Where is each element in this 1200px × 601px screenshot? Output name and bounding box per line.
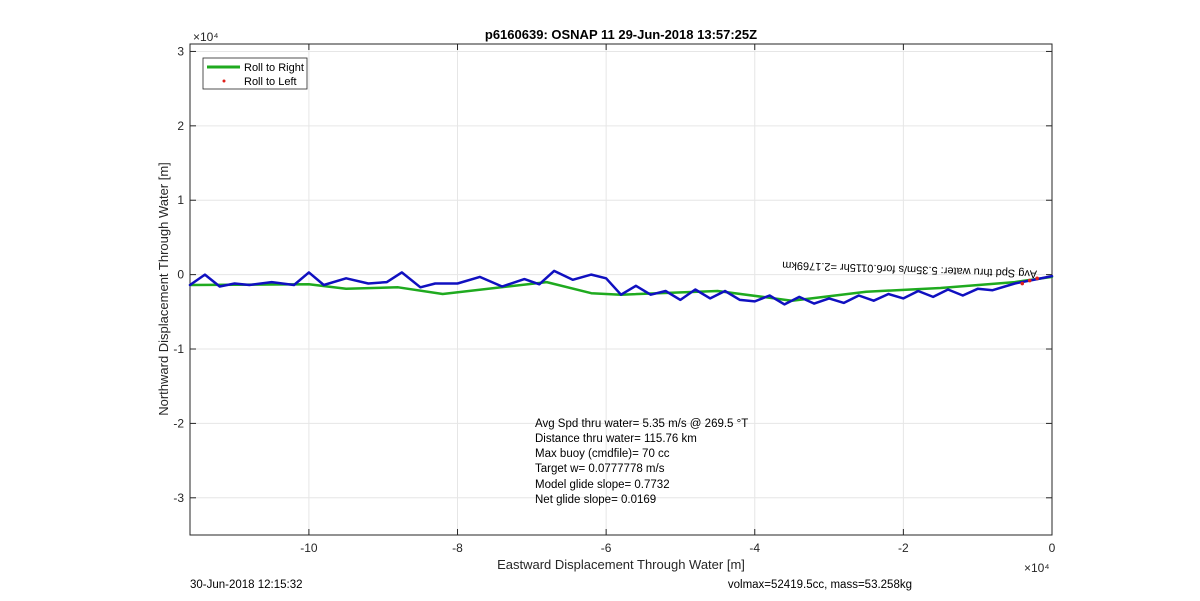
stat-target-w: Target w= 0.0777778 m/s xyxy=(535,463,665,475)
y-tick-label: 3 xyxy=(177,44,184,58)
series-track xyxy=(188,269,1054,306)
footer-volmax-mass: volmax=52419.5cc, mass=53.258kg xyxy=(728,579,912,591)
series-roll-to-right xyxy=(188,275,1054,302)
legend-box xyxy=(202,57,308,90)
data-series xyxy=(188,269,1054,306)
x-tick-label: -8 xyxy=(452,541,463,555)
roll-to-left-point xyxy=(1027,278,1032,283)
stat-avg-speed: Avg Spd thru water= 5.35 m/s @ 269.5 °T xyxy=(535,418,748,430)
x-tick-label: -6 xyxy=(601,541,612,555)
roll-to-left-point xyxy=(1035,276,1039,281)
stat-max-buoy: Max buoy (cmdfile)= 70 cc xyxy=(535,448,670,460)
plot-area-frame xyxy=(189,43,1053,536)
stat-model-glide-slope: Model glide slope= 0.7732 xyxy=(535,479,670,491)
x-axis-label: Eastward Displacement Through Water [m] xyxy=(497,557,745,572)
x-tick-label: -10 xyxy=(300,541,318,555)
legend-label-roll-right: Roll to Right xyxy=(244,62,304,74)
footer-timestamp: 30-Jun-2018 12:15:32 xyxy=(190,579,303,591)
y-axis-label: Northward Displacement Through Water [m] xyxy=(156,162,171,416)
stat-net-glide-slope: Net glide slope= 0.0169 xyxy=(535,494,656,506)
x-tick-label: 0 xyxy=(1049,541,1056,555)
y-axis-exponent: ×10⁴ xyxy=(193,30,219,44)
y-tick-label: -3 xyxy=(173,491,184,505)
y-tick-label: 1 xyxy=(177,193,184,207)
x-axis-exponent: ×10⁴ xyxy=(1024,561,1050,575)
x-tick-label: -2 xyxy=(898,541,909,555)
x-tick-label: -4 xyxy=(749,541,760,555)
stat-distance: Distance thru water= 115.76 km xyxy=(535,433,697,445)
chart-title: p6160639: OSNAP 11 29-Jun-2018 13:57:25Z xyxy=(485,27,757,42)
legend-label-roll-left: Roll to Left xyxy=(244,76,297,88)
y-tick-label: -2 xyxy=(173,416,184,430)
y-tick-label: 0 xyxy=(177,268,184,282)
y-tick-label: 2 xyxy=(177,119,184,133)
roll-to-left-point xyxy=(1020,281,1025,286)
stats-annotation: Avg Spd thru water= 5.35 m/s @ 269.5 °T … xyxy=(535,418,748,506)
legend: Roll to Right Roll to Left xyxy=(202,57,308,90)
legend-swatch-roll-left xyxy=(222,79,226,83)
y-tick-label: -1 xyxy=(173,342,184,356)
